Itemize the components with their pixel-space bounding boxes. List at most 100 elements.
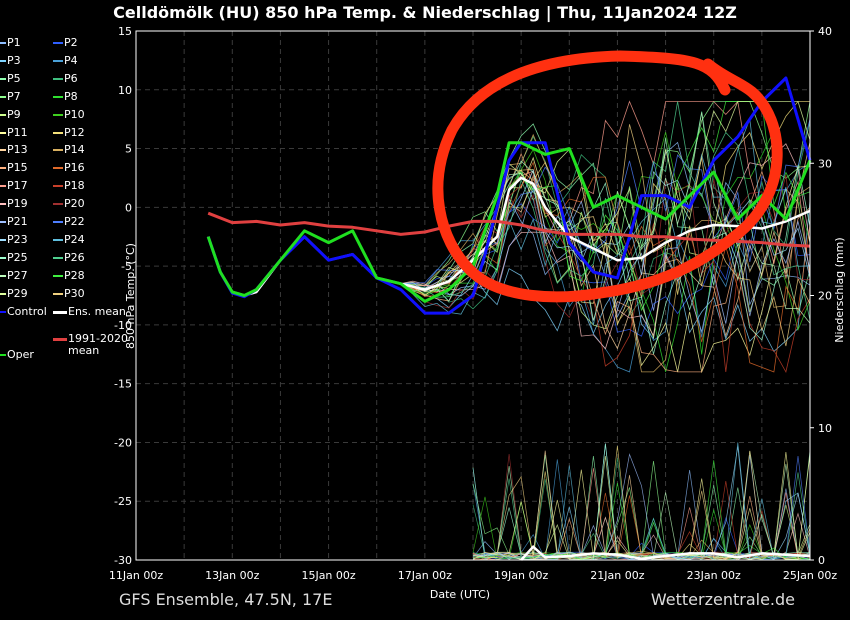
legend-label: P16 xyxy=(64,161,85,175)
legend-item: P10 xyxy=(53,108,85,121)
legend-swatch xyxy=(0,274,6,277)
legend-swatch xyxy=(0,113,6,116)
legend-item: Oper xyxy=(0,349,34,361)
legend-label: P24 xyxy=(64,232,85,246)
legend-label: P15 xyxy=(7,161,28,175)
legend-label: P6 xyxy=(64,71,78,85)
legend-swatch xyxy=(53,77,63,80)
legend-label: P27 xyxy=(7,268,28,282)
member-precip-line xyxy=(472,455,811,561)
y2-tick-label: 10 xyxy=(818,422,832,435)
x-tick-label: 17Jan 00z xyxy=(398,569,452,582)
series-line-oper xyxy=(206,141,812,303)
series-line-1991-2020-mean xyxy=(207,211,811,248)
legend-item: P4 xyxy=(53,53,78,67)
legend-item: P16 xyxy=(53,162,85,174)
legend-item: P25 xyxy=(0,251,28,264)
y-tick-label: 10 xyxy=(118,84,132,97)
legend-swatch xyxy=(0,203,6,206)
legend-label: P14 xyxy=(64,143,85,157)
legend-item: P2 xyxy=(53,37,78,49)
axes: 15 10 5 0 -5 -10 -15 -20 -25 -30 40 30 20 10 0 11Jan 00… xyxy=(109,25,846,601)
legend-swatch xyxy=(53,310,67,314)
legend-swatch xyxy=(53,221,63,223)
y-tick-label: -15 xyxy=(114,378,132,391)
legend-swatch xyxy=(53,256,63,259)
legend-item: Ens. mean xyxy=(53,306,126,318)
y2-tick-label: 0 xyxy=(818,554,825,567)
y-tick-label: -30 xyxy=(114,554,132,567)
legend-swatch xyxy=(0,59,6,62)
y-tick-label: 15 xyxy=(118,25,132,38)
precip-mean-line xyxy=(520,545,811,561)
legend-swatch xyxy=(53,337,67,341)
legend-swatch xyxy=(0,77,6,80)
legend-item: P8 xyxy=(53,90,78,103)
legend-item: P27 xyxy=(0,268,28,282)
legend-item: P13 xyxy=(0,144,28,156)
legend-label: P20 xyxy=(64,197,85,211)
legend-swatch xyxy=(0,149,6,152)
legend-item: P1 xyxy=(0,37,21,49)
legend-swatch xyxy=(53,131,63,134)
legend-item: P14 xyxy=(53,144,85,156)
legend-swatch xyxy=(0,311,6,313)
legend-label: P4 xyxy=(64,53,78,67)
legend-swatch xyxy=(0,131,6,134)
legend-label: P12 xyxy=(64,125,85,139)
legend-swatch xyxy=(0,95,6,98)
legend-label: P21 xyxy=(7,215,28,228)
legend-label: P5 xyxy=(7,71,21,85)
x-axis-label: Date (UTC) xyxy=(430,588,490,601)
legend-label: P18 xyxy=(64,179,85,193)
legend-item: P3 xyxy=(0,54,21,67)
legend-item: 1991-2020 mean xyxy=(53,333,130,357)
legend-item: P15 xyxy=(0,162,28,174)
legend-swatch xyxy=(0,167,6,170)
member-precip-line xyxy=(472,443,811,560)
legend-item: P22 xyxy=(53,216,85,228)
legend-item: P5 xyxy=(0,71,21,85)
legend-label: P2 xyxy=(64,36,78,49)
y-tick-label: -25 xyxy=(114,495,132,508)
x-tick-label: 23Jan 00z xyxy=(687,569,741,582)
legend-label: P26 xyxy=(64,250,85,264)
legend-item: P18 xyxy=(53,180,85,192)
legend-swatch xyxy=(53,42,63,44)
y-tick-label: 5 xyxy=(125,143,132,156)
legend-label: P19 xyxy=(7,197,28,211)
legend-swatch xyxy=(53,167,63,170)
legend-item: P11 xyxy=(0,126,28,139)
legend-swatch xyxy=(0,185,6,188)
legend-swatch xyxy=(0,42,6,44)
page-title: Celldömölk (HU) 850 hPa Temp. & Niedersc… xyxy=(113,3,737,22)
site-credit: Wetterzentrale.de xyxy=(650,590,795,609)
legend-item: P20 xyxy=(53,198,85,210)
member-precip-line xyxy=(472,456,811,560)
y-axis-label: 850 hPa Temp. (°C) xyxy=(124,243,137,349)
legend-label: Control xyxy=(7,305,47,318)
x-tick-label: 25Jan 00z xyxy=(783,569,837,582)
model-info: GFS Ensemble, 47.5N, 17E xyxy=(119,590,333,609)
y-tick-label: -5 xyxy=(121,260,132,273)
legend-item: P12 xyxy=(53,125,85,139)
y2-axis-label: Niederschlag (mm) xyxy=(833,237,846,342)
legend-label: P9 xyxy=(7,107,21,121)
legend-label: 1991-2020 mean xyxy=(68,332,128,357)
y2-tick-label: 30 xyxy=(818,157,832,170)
legend-label: P30 xyxy=(64,286,85,300)
legend-label: Ens. mean xyxy=(68,305,126,318)
legend-label: P1 xyxy=(7,36,21,49)
legend-swatch xyxy=(53,292,63,295)
legend-label: P7 xyxy=(7,89,21,103)
legend-label: P29 xyxy=(7,286,28,300)
legend-item: Control xyxy=(0,306,47,318)
legend-item: P23 xyxy=(0,233,28,246)
legend-label: Oper xyxy=(7,348,34,361)
legend-swatch xyxy=(53,274,63,277)
x-tick-label: 21Jan 00z xyxy=(590,569,644,582)
legend-label: P17 xyxy=(7,179,28,193)
ensemble-members xyxy=(207,100,811,561)
legend-label: P28 xyxy=(64,268,85,282)
